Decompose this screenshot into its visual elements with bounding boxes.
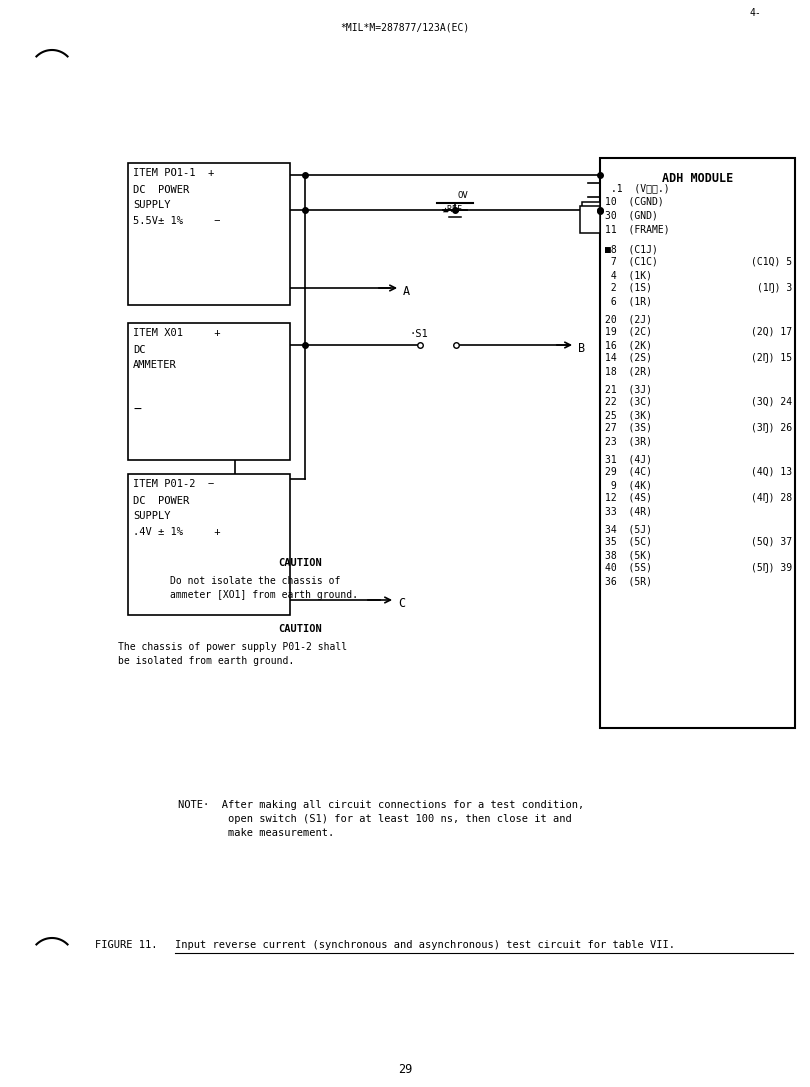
Text: .4V ± 1%     +: .4V ± 1% + (133, 527, 220, 537)
Text: ITEM X01     +: ITEM X01 + (133, 328, 220, 338)
Text: FIGURE 11.: FIGURE 11. (95, 940, 170, 950)
Text: 10  (CGND): 10 (CGND) (605, 197, 663, 207)
Text: 33  (4R): 33 (4R) (605, 507, 652, 516)
Text: A: A (403, 285, 410, 298)
Text: 14  (2S): 14 (2S) (605, 353, 652, 363)
Text: (4Q) 13: (4Q) 13 (751, 467, 792, 477)
Text: *MIL*M=287877/123A(EC): *MIL*M=287877/123A(EC) (340, 22, 470, 32)
Text: ·S1: ·S1 (410, 329, 428, 339)
Text: (3Q) 24: (3Q) 24 (751, 397, 792, 407)
Text: DC  POWER: DC POWER (133, 185, 190, 195)
Text: 16  (2K): 16 (2K) (605, 340, 652, 350)
Text: SUPPLY: SUPPLY (133, 200, 170, 210)
Text: B: B (578, 342, 585, 355)
Text: 21  (3J): 21 (3J) (605, 384, 652, 393)
Text: 30  (GND): 30 (GND) (605, 211, 658, 221)
Text: (5Ŋ) 39: (5Ŋ) 39 (751, 563, 792, 573)
Text: 18  (2R): 18 (2R) (605, 366, 652, 376)
Text: DC  POWER: DC POWER (133, 496, 190, 507)
Text: 29: 29 (398, 1063, 412, 1076)
Text: be isolated from earth ground.: be isolated from earth ground. (118, 655, 294, 666)
Bar (128, 474, 290, 615)
Text: −: − (133, 403, 141, 416)
Text: 7  (C1C): 7 (C1C) (605, 257, 658, 267)
Text: ■8  (C1J): ■8 (C1J) (605, 243, 658, 254)
Text: Input reverse current (synchronous and asynchronous) test circuit for table VII.: Input reverse current (synchronous and a… (175, 940, 675, 950)
Text: CAUTION: CAUTION (278, 558, 322, 569)
Bar (580, 207, 600, 233)
Text: 27  (3S): 27 (3S) (605, 423, 652, 433)
Text: ADH MODULE: ADH MODULE (662, 172, 733, 185)
Text: C: C (398, 597, 405, 610)
Text: (2Q) 17: (2Q) 17 (751, 327, 792, 337)
Text: NOTE·  After making all circuit connections for a test condition,: NOTE· After making all circuit connectio… (178, 800, 584, 810)
Text: 31  (4J): 31 (4J) (605, 454, 652, 464)
Text: (3Ŋ) 26: (3Ŋ) 26 (751, 423, 792, 433)
Text: (C1Q) 5: (C1Q) 5 (751, 257, 792, 267)
Bar (600, 158, 795, 728)
Text: 40  (5S): 40 (5S) (605, 563, 652, 573)
Text: make measurement.: make measurement. (178, 828, 335, 838)
Text: 23  (3R): 23 (3R) (605, 436, 652, 446)
Text: 6  (1R): 6 (1R) (605, 296, 652, 307)
Text: 29  (4C): 29 (4C) (605, 467, 652, 477)
Text: 35  (5C): 35 (5C) (605, 537, 652, 547)
Text: 38  (5K): 38 (5K) (605, 550, 652, 560)
Bar (582, 202, 600, 232)
Bar (128, 163, 290, 305)
Text: 22  (3C): 22 (3C) (605, 397, 652, 407)
Text: (1Ŋ) 3: (1Ŋ) 3 (757, 283, 792, 293)
Text: 12  (4S): 12 (4S) (605, 493, 652, 503)
Text: OV: OV (458, 191, 469, 200)
Text: 25  (3K): 25 (3K) (605, 410, 652, 420)
Text: 4-: 4- (749, 8, 761, 18)
Bar (128, 323, 290, 460)
Text: 19  (2C): 19 (2C) (605, 327, 652, 337)
Text: 20  (2J): 20 (2J) (605, 314, 652, 324)
Text: Do not isolate the chassis of: Do not isolate the chassis of (170, 576, 340, 586)
Text: (2Ŋ) 15: (2Ŋ) 15 (751, 353, 792, 363)
Text: 34  (5J): 34 (5J) (605, 524, 652, 534)
Text: 9  (4K): 9 (4K) (605, 480, 652, 490)
Text: (5Q) 37: (5Q) 37 (751, 537, 792, 547)
Text: (4Ŋ) 28: (4Ŋ) 28 (751, 493, 792, 503)
Text: open switch (S1) for at least 100 ns, then close it and: open switch (S1) for at least 100 ns, th… (178, 814, 572, 824)
Text: 2  (1S): 2 (1S) (605, 283, 652, 293)
Text: The chassis of power supply P01-2 shall: The chassis of power supply P01-2 shall (118, 642, 347, 652)
Text: ITEM P01-2  −: ITEM P01-2 − (133, 479, 215, 489)
Text: SUPPLY: SUPPLY (133, 511, 170, 521)
Text: 5.5V± 1%     −: 5.5V± 1% − (133, 216, 220, 226)
Text: 4  (1K): 4 (1K) (605, 270, 652, 280)
Text: CAUTION: CAUTION (278, 624, 322, 634)
Text: ammeter [XO1] from earth ground.: ammeter [XO1] from earth ground. (170, 590, 358, 600)
Text: DC: DC (133, 345, 146, 355)
Text: .1  (Vᴄᴄ.): .1 (Vᴄᴄ.) (605, 183, 670, 193)
Text: AMMETER: AMMETER (133, 360, 177, 370)
Text: ITEM PO1-1  +: ITEM PO1-1 + (133, 168, 215, 178)
Text: 36  (5R): 36 (5R) (605, 576, 652, 586)
Text: 11  (FRAME): 11 (FRAME) (605, 225, 670, 235)
Text: ▲REF: ▲REF (443, 205, 463, 214)
